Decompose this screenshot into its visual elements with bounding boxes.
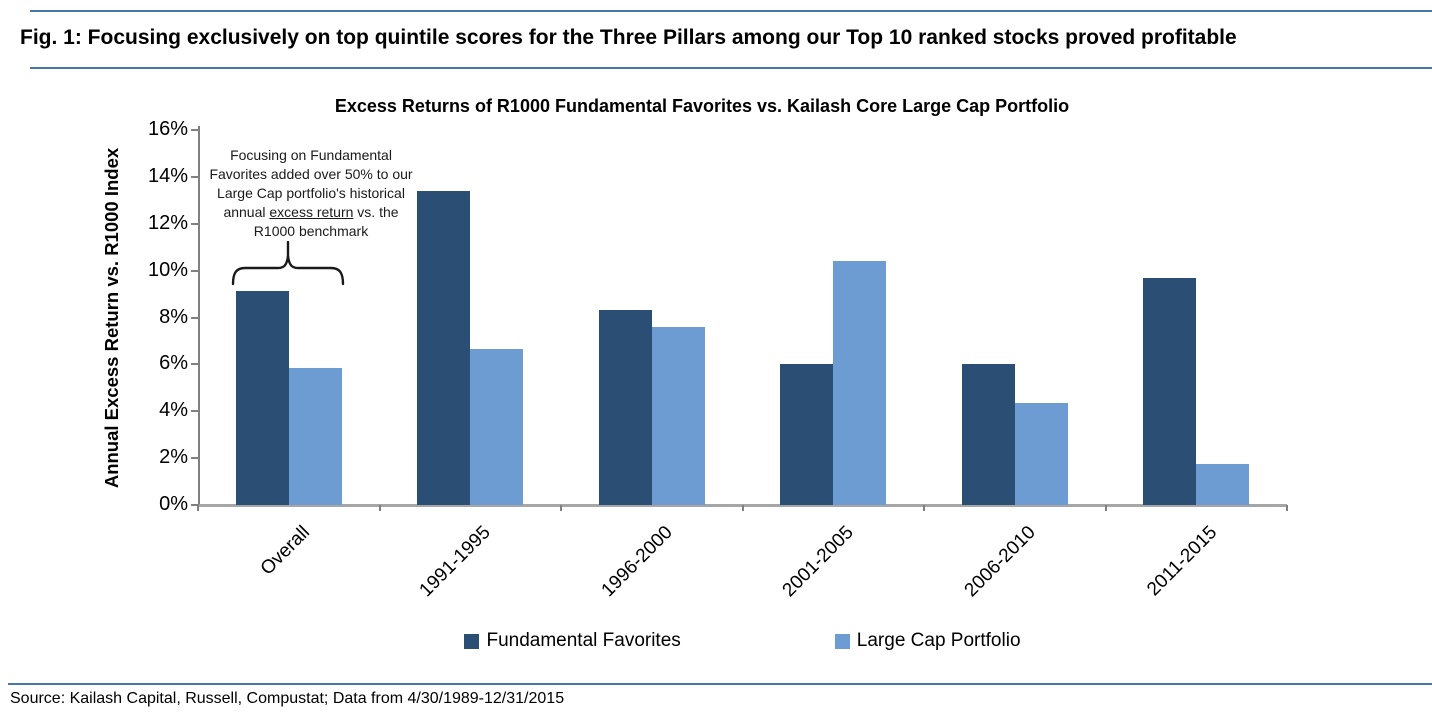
y-tick-label: 16% — [147, 118, 188, 140]
y-tick-label: 0% — [159, 493, 188, 515]
top-divider-rule — [30, 10, 1432, 12]
x-category-label: 1991-1995 — [415, 522, 496, 602]
heading-divider-rule — [30, 67, 1432, 69]
y-tick-label: 4% — [159, 399, 188, 422]
x-category-label: Overall — [256, 522, 314, 580]
y-tick-label: 10% — [147, 258, 188, 281]
x-category-label: 1996-2000 — [597, 522, 677, 602]
bar-2011-2015-series2 — [1196, 463, 1250, 505]
y-tick-mark — [191, 504, 199, 506]
x-tick-mark — [1104, 505, 1107, 511]
bar-2001-2005-series1 — [780, 364, 834, 505]
bar-2006-2010-series1 — [961, 364, 1015, 505]
x-tick-mark — [923, 505, 925, 511]
y-tick-label: 8% — [159, 305, 188, 328]
source-divider-rule — [8, 683, 1432, 685]
x-category-label: 2006-2010 — [960, 522, 1040, 602]
legend-swatch-icon — [834, 633, 850, 649]
y-tick-label: 2% — [159, 446, 188, 469]
bar-overall-series1 — [235, 290, 289, 505]
figure-heading: Fig. 1: Focusing exclusively on top quin… — [20, 26, 1237, 49]
bar-2001-2005-series2 — [833, 261, 887, 505]
legend-item: Large Cap Portfolio — [834, 630, 1021, 652]
y-tick-mark — [191, 129, 199, 131]
chart-title: Excess Returns of R1000 Fundamental Favo… — [334, 96, 1070, 116]
legend-label: Fundamental Favorites — [486, 630, 681, 651]
chart-annotation: Focusing on Fundamental Favorites added … — [209, 147, 413, 239]
y-tick-mark — [191, 363, 199, 366]
bar-1991-1995-series2 — [470, 349, 524, 505]
bar-1996-2000-series2 — [651, 326, 705, 505]
x-category-label: 2011-2015 — [1142, 522, 1222, 601]
source-attribution: Source: Kailash Capital, Russell, Compus… — [10, 690, 565, 707]
y-tick-label: 14% — [147, 164, 188, 187]
y-axis-line — [198, 126, 200, 506]
bar-2006-2010-series2 — [1014, 403, 1068, 505]
bar-2011-2015-series1 — [1143, 277, 1197, 505]
x-tick-mark — [560, 505, 562, 511]
y-axis-title: Annual Excess Return vs. R1000 Index — [101, 147, 122, 488]
x-tick-mark — [378, 505, 381, 511]
x-category-label: 2001-2005 — [778, 522, 859, 602]
legend-swatch-icon — [464, 633, 480, 649]
chart-legend: Fundamental Favorites Large Cap Portfolio — [198, 630, 1287, 652]
bar-1991-1995-series1 — [417, 190, 471, 505]
underlined-phrase: excess return — [269, 204, 354, 220]
y-tick-mark — [191, 316, 199, 319]
y-tick-mark — [191, 269, 199, 272]
legend-item: Fundamental Favorites — [464, 630, 681, 652]
legend-label: Large Cap Portfolio — [856, 630, 1021, 651]
y-tick-mark — [191, 222, 199, 225]
y-tick-mark — [191, 457, 199, 460]
curly-brace-annotation-pointer — [231, 241, 345, 286]
x-tick-mark — [741, 505, 744, 511]
y-tick-label: 12% — [147, 211, 188, 234]
bar-overall-series2 — [288, 367, 342, 505]
x-tick-mark — [197, 505, 199, 511]
y-tick-label: 6% — [159, 352, 188, 375]
y-tick-mark — [191, 410, 199, 413]
bar-1996-2000-series1 — [598, 310, 652, 505]
x-tick-mark — [1286, 505, 1288, 511]
y-tick-mark — [191, 175, 199, 178]
